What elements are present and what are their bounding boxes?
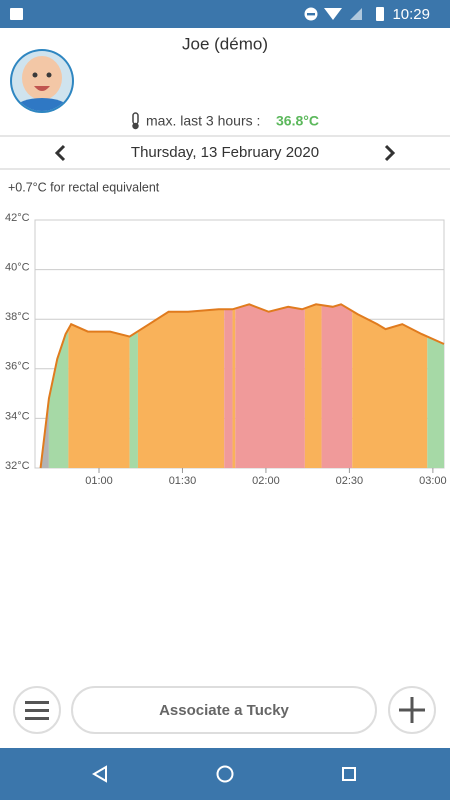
x-tick-label: 01:00 bbox=[85, 475, 113, 487]
temperature-band bbox=[129, 304, 138, 468]
y-tick-label: 34°C bbox=[5, 410, 30, 422]
associate-button-label: Associate a Tucky bbox=[159, 702, 289, 719]
temperature-band bbox=[427, 304, 444, 468]
x-tick-label: 02:30 bbox=[336, 475, 364, 487]
x-tick-label: 03:00 bbox=[419, 475, 447, 487]
y-tick-label: 38°C bbox=[5, 311, 30, 323]
y-tick-label: 36°C bbox=[5, 361, 30, 373]
next-day-button[interactable] bbox=[384, 144, 396, 162]
nav-home[interactable] bbox=[216, 765, 234, 783]
status-icon bbox=[350, 8, 362, 20]
status-icon bbox=[324, 8, 342, 20]
temperature-band bbox=[304, 304, 322, 468]
date: Thursday, 13 February 2020 bbox=[131, 144, 319, 161]
status-time: 10:29 bbox=[392, 6, 430, 23]
status-icon bbox=[10, 8, 23, 20]
child-name: Joe (démo) bbox=[182, 34, 268, 53]
chart: 32°C 34°C 36°C 38°C 40°C 42°C 01:00 01:30 02:00 0… bbox=[5, 212, 447, 487]
rectal-note: +0.7°C for rectal equivalent bbox=[8, 180, 160, 194]
nav-back[interactable] bbox=[92, 765, 107, 783]
status-icon bbox=[376, 7, 384, 21]
y-tick-label: 40°C bbox=[5, 262, 30, 274]
temperature-band bbox=[321, 304, 353, 468]
y-tick-label: 32°C bbox=[5, 460, 30, 472]
nav-bar bbox=[0, 748, 450, 800]
x-tick-label: 01:30 bbox=[169, 475, 197, 487]
menu-button[interactable] bbox=[13, 686, 61, 734]
temperature-band bbox=[224, 304, 233, 468]
status-icon bbox=[307, 13, 315, 16]
y-tick-label: 42°C bbox=[5, 212, 30, 224]
temperature-line bbox=[39, 303, 445, 469]
max-label: max. last 3 hours : bbox=[146, 113, 260, 129]
x-tick-label: 02:00 bbox=[252, 475, 280, 487]
temperature-band bbox=[232, 304, 236, 468]
max-value: 36.8°C bbox=[276, 113, 319, 129]
status-bar bbox=[0, 0, 450, 28]
add-button[interactable] bbox=[388, 686, 436, 734]
temperature-band bbox=[235, 304, 305, 468]
avatar bbox=[10, 49, 74, 113]
prev-day-button[interactable] bbox=[54, 144, 66, 162]
nav-recent[interactable] bbox=[342, 767, 356, 781]
thermometer-icon bbox=[132, 112, 139, 130]
temperature-band bbox=[137, 304, 225, 468]
associate-button[interactable] bbox=[71, 686, 377, 734]
